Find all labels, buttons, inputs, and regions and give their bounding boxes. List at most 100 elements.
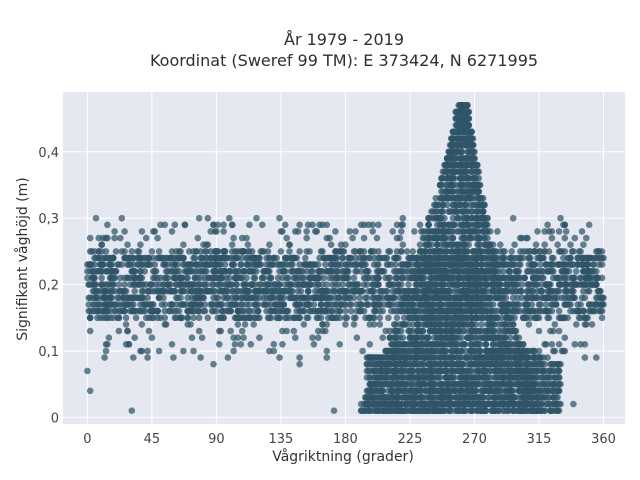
data-point [227, 327, 234, 335]
data-point [191, 274, 199, 282]
data-point [382, 274, 389, 282]
data-point [568, 287, 576, 295]
data-point [600, 294, 607, 302]
data-point [547, 281, 554, 288]
data-point [337, 248, 345, 255]
data-point [360, 221, 368, 229]
data-point [369, 228, 377, 235]
data-point [290, 254, 298, 262]
data-point [180, 287, 187, 295]
data-point [522, 314, 530, 322]
data-point [555, 281, 563, 288]
data-point [294, 228, 302, 235]
data-point [432, 234, 440, 242]
data-point [573, 281, 580, 288]
data-point [292, 334, 299, 342]
data-point [303, 314, 311, 322]
data-point [213, 248, 220, 255]
data-point [365, 274, 372, 282]
data-point [307, 261, 315, 268]
data-point [399, 334, 407, 342]
data-point [201, 248, 209, 255]
data-point [550, 254, 557, 262]
data-point [488, 307, 496, 315]
data-point [459, 228, 467, 235]
data-point [445, 287, 453, 295]
data-point [386, 248, 394, 255]
data-point [234, 321, 242, 328]
data-point [217, 327, 224, 335]
data-point [307, 268, 315, 275]
data-point [583, 281, 590, 288]
data-point [577, 248, 584, 255]
data-point [390, 281, 398, 288]
data-point [544, 221, 551, 229]
data-point [342, 274, 349, 282]
data-point [135, 248, 143, 255]
data-point [385, 281, 392, 288]
data-point [168, 228, 176, 235]
data-point [360, 254, 368, 262]
data-point [370, 321, 378, 328]
data-point [350, 294, 358, 302]
data-point [303, 234, 311, 242]
data-point [411, 274, 418, 282]
data-point [267, 274, 275, 282]
data-point [452, 115, 460, 122]
data-point [588, 321, 596, 328]
data-point [86, 268, 94, 275]
data-point [501, 248, 508, 255]
data-point [320, 254, 328, 262]
data-point [567, 241, 574, 248]
data-point [436, 274, 444, 282]
data-point [499, 268, 507, 275]
data-point [144, 301, 151, 308]
data-point [357, 268, 365, 275]
data-point [411, 307, 418, 315]
data-point [560, 268, 567, 275]
data-point [188, 334, 196, 342]
data-point [494, 228, 501, 235]
data-point [393, 221, 401, 229]
data-point [501, 301, 508, 308]
data-point [571, 274, 579, 282]
data-point [247, 341, 255, 348]
data-point [508, 281, 515, 288]
data-point [319, 321, 326, 328]
data-point [257, 281, 265, 288]
data-point [118, 287, 126, 295]
data-point [279, 301, 286, 308]
data-point [343, 314, 351, 322]
data-point [178, 274, 186, 282]
data-point [482, 254, 490, 262]
data-point [507, 274, 514, 282]
data-point [211, 268, 219, 275]
data-point [527, 268, 534, 275]
data-point [137, 301, 144, 308]
data-point [238, 327, 246, 335]
data-point [451, 221, 458, 229]
data-point [154, 307, 161, 315]
data-point [509, 214, 517, 222]
data-point [230, 334, 237, 342]
data-point [233, 287, 240, 295]
data-point [425, 221, 432, 229]
data-point [581, 274, 589, 282]
data-point [310, 274, 318, 282]
data-point [99, 294, 107, 302]
data-point [251, 314, 259, 322]
data-point [314, 314, 322, 322]
data-point [367, 248, 375, 255]
data-point [241, 321, 249, 328]
data-point [548, 228, 556, 235]
data-point [102, 347, 110, 355]
data-point [300, 321, 308, 328]
data-point [360, 307, 368, 315]
data-point [217, 268, 224, 275]
data-point [538, 268, 546, 275]
data-point [390, 334, 398, 342]
data-point [451, 301, 458, 308]
data-point [385, 314, 392, 322]
data-point [151, 268, 159, 275]
data-point [335, 294, 342, 302]
